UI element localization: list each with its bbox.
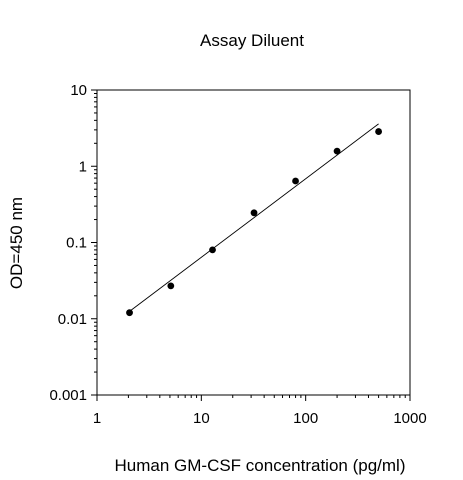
y-tick-label: 0.1 (66, 235, 87, 252)
x-tick-label: 100 (293, 410, 318, 427)
data-point (126, 309, 133, 317)
data-point (375, 128, 382, 135)
data-point (167, 282, 175, 290)
data-point (250, 209, 258, 217)
y-tick-label: 1 (79, 158, 87, 175)
data-point (292, 177, 299, 185)
y-tick-label: 0.001 (49, 387, 87, 404)
y-tick-label: 10 (70, 82, 87, 99)
chart-title: Assay Diluent (200, 31, 304, 50)
x-tick-label: 1000 (393, 410, 426, 427)
y-axis-label: OD=450 nm (7, 197, 26, 289)
data-point (333, 147, 341, 155)
x-tick-label: 10 (193, 410, 210, 427)
fit-line (129, 123, 379, 312)
x-axis-label: Human GM-CSF concentration (pg/ml) (115, 456, 406, 475)
y-tick-label: 0.01 (58, 311, 87, 328)
plot-layer: 0.001 0.01 0.1 1 10 1 10 100 1000 (49, 82, 426, 427)
data-point (209, 246, 216, 254)
x-tick-label: 1 (93, 410, 101, 427)
